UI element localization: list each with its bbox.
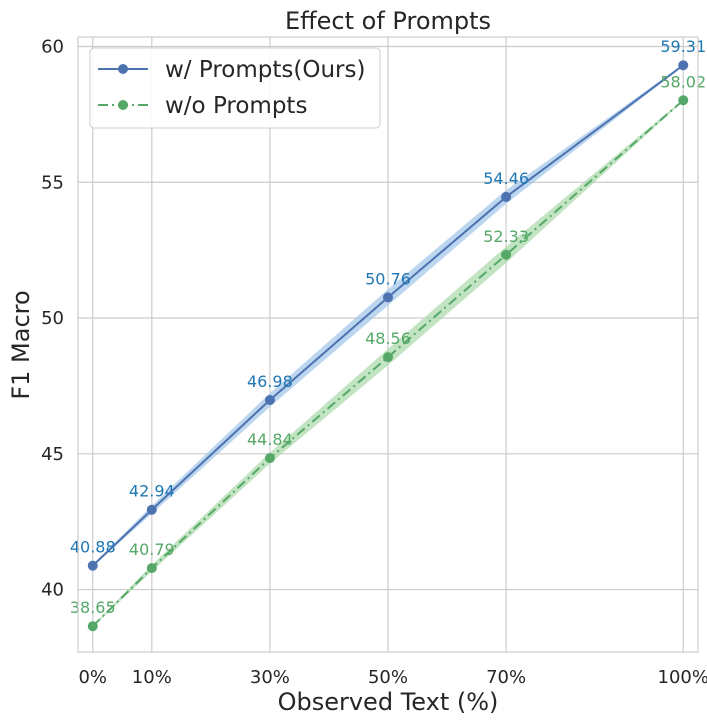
- data-label: 59.31: [660, 37, 706, 56]
- data-points: [87, 60, 689, 632]
- series-line: [92, 64, 684, 567]
- legend-entry-label: w/ Prompts(Ours): [165, 57, 365, 83]
- data-label: 52.33: [483, 227, 529, 246]
- data-point: [87, 621, 98, 632]
- y-tick-label: 45: [41, 444, 64, 465]
- x-axis-ticks: 0% 10% 30% 50% 70% 100%: [78, 667, 707, 688]
- x-tick-label: 30%: [250, 667, 290, 688]
- x-tick-label: 100%: [658, 667, 707, 688]
- x-axis-label: Observed Text (%): [278, 688, 499, 716]
- x-tick-label: 0%: [78, 667, 107, 688]
- data-point: [146, 504, 157, 515]
- data-point: [264, 395, 275, 406]
- series-lines: [92, 64, 684, 627]
- confidence-bands: [92, 64, 684, 628]
- legend-swatch-marker: [118, 64, 128, 74]
- plot-frame: [77, 36, 699, 653]
- data-point: [383, 292, 393, 303]
- y-axis-ticks: 40 45 50 55 60: [41, 37, 64, 601]
- y-tick-label: 60: [41, 37, 64, 58]
- x-tick-label: 70%: [486, 667, 526, 688]
- legend-entry-label: w/o Prompts: [165, 93, 307, 119]
- data-point: [87, 560, 98, 571]
- data-point: [501, 249, 512, 260]
- data-point: [501, 191, 512, 202]
- y-axis-label: F1 Macro: [7, 290, 35, 399]
- data-point: [264, 453, 275, 464]
- y-tick-label: 50: [41, 308, 64, 329]
- legend: w/ Prompts(Ours) w/o Prompts: [89, 47, 381, 129]
- chart-title: Effect of Prompts: [285, 7, 491, 35]
- data-label: 48.56: [365, 329, 411, 348]
- data-label: 58.02: [660, 72, 706, 91]
- data-point: [146, 563, 157, 574]
- data-labels: 40.88 42.94 46.98 50.76 54.46 59.31 38.65 40.79…: [70, 37, 706, 617]
- data-point: [678, 60, 689, 71]
- data-label: 40.79: [129, 540, 175, 559]
- series-line: [92, 99, 684, 627]
- x-tick-label: 10%: [132, 667, 172, 688]
- x-tick-label: 50%: [368, 667, 408, 688]
- grid: [78, 37, 698, 652]
- data-point: [383, 352, 393, 363]
- data-label: 40.88: [70, 538, 116, 557]
- data-point: [678, 95, 689, 106]
- confidence-band: [92, 99, 684, 628]
- data-label: 38.65: [70, 598, 116, 617]
- data-label: 44.84: [247, 430, 293, 449]
- data-label: 46.98: [247, 372, 293, 391]
- data-label: 54.46: [483, 169, 529, 188]
- legend-box: [89, 47, 381, 129]
- data-label: 50.76: [365, 269, 411, 288]
- y-tick-label: 40: [41, 580, 64, 601]
- y-tick-label: 55: [41, 172, 64, 193]
- legend-swatch-marker: [118, 100, 128, 110]
- data-label: 42.94: [129, 482, 175, 501]
